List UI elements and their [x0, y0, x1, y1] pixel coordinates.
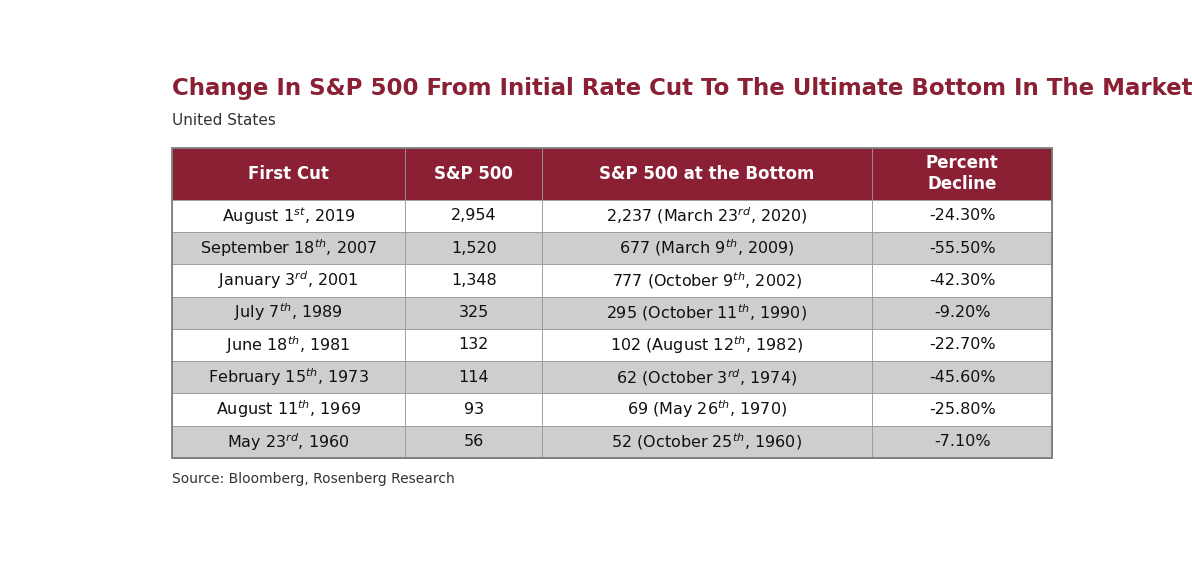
Text: -22.70%: -22.70% [929, 338, 995, 352]
Bar [873, 426, 1053, 458]
Text: 102 (August 12$^{th}$, 1982): 102 (August 12$^{th}$, 1982) [610, 334, 803, 356]
Text: June 18$^{th}$, 1981: June 18$^{th}$, 1981 [226, 334, 352, 356]
Bar [172, 264, 405, 296]
Text: -45.60%: -45.60% [929, 370, 995, 385]
Bar [542, 361, 873, 393]
Bar [405, 148, 542, 200]
Text: 1,520: 1,520 [451, 240, 497, 256]
Text: July 7$^{th}$, 1989: July 7$^{th}$, 1989 [235, 302, 343, 323]
Text: 777 (October 9$^{th}$, 2002): 777 (October 9$^{th}$, 2002) [611, 270, 802, 290]
Bar [873, 296, 1053, 329]
Bar [542, 296, 873, 329]
Bar [172, 232, 405, 264]
Text: 677 (March 9$^{th}$, 2009): 677 (March 9$^{th}$, 2009) [619, 238, 795, 259]
Bar [172, 296, 405, 329]
Text: January 3$^{rd}$, 2001: January 3$^{rd}$, 2001 [218, 269, 359, 291]
Text: September 18$^{th}$, 2007: September 18$^{th}$, 2007 [200, 237, 378, 259]
Bar [542, 200, 873, 232]
Text: 69 (May 26$^{th}$, 1970): 69 (May 26$^{th}$, 1970) [627, 399, 787, 420]
Bar [542, 393, 873, 426]
Bar [405, 296, 542, 329]
Bar [405, 426, 542, 458]
Text: 93: 93 [464, 402, 484, 417]
Bar [873, 393, 1053, 426]
Text: February 15$^{th}$, 1973: February 15$^{th}$, 1973 [209, 366, 370, 388]
Bar [405, 329, 542, 361]
Text: S&P 500 at the Bottom: S&P 500 at the Bottom [600, 165, 814, 183]
Text: -7.10%: -7.10% [933, 434, 991, 449]
Text: 2,237 (March 23$^{rd}$, 2020): 2,237 (March 23$^{rd}$, 2020) [606, 205, 808, 226]
Text: 295 (October 11$^{th}$, 1990): 295 (October 11$^{th}$, 1990) [607, 302, 807, 323]
Bar [873, 148, 1053, 200]
Text: May 23$^{rd}$, 1960: May 23$^{rd}$, 1960 [228, 431, 350, 453]
Bar [873, 361, 1053, 393]
Text: First Cut: First Cut [248, 165, 329, 183]
Text: -9.20%: -9.20% [935, 305, 991, 320]
Text: 52 (October 25$^{th}$, 1960): 52 (October 25$^{th}$, 1960) [611, 432, 802, 452]
Bar [542, 426, 873, 458]
Bar [873, 232, 1053, 264]
Bar [542, 148, 873, 200]
Bar [542, 232, 873, 264]
Text: -55.50%: -55.50% [929, 240, 995, 256]
Text: 325: 325 [459, 305, 489, 320]
Text: -24.30%: -24.30% [929, 208, 995, 223]
Bar [405, 200, 542, 232]
Bar [873, 329, 1053, 361]
Bar [542, 329, 873, 361]
Text: S&P 500: S&P 500 [434, 165, 513, 183]
Bar [405, 361, 542, 393]
Text: Source: Bloomberg, Rosenberg Research: Source: Bloomberg, Rosenberg Research [172, 473, 455, 486]
Text: Percent
Decline: Percent Decline [926, 154, 999, 193]
Text: 56: 56 [464, 434, 484, 449]
Bar [873, 264, 1053, 296]
Bar [172, 148, 405, 200]
Text: United States: United States [172, 113, 277, 128]
Bar [405, 393, 542, 426]
Text: 2,954: 2,954 [451, 208, 496, 223]
Text: August 11$^{th}$, 1969: August 11$^{th}$, 1969 [216, 399, 361, 420]
Text: 132: 132 [459, 338, 489, 352]
Text: -25.80%: -25.80% [929, 402, 995, 417]
Bar [172, 148, 1053, 458]
Bar [172, 393, 405, 426]
Text: August 1$^{st}$, 2019: August 1$^{st}$, 2019 [222, 205, 355, 227]
Bar [172, 426, 405, 458]
Text: 1,348: 1,348 [451, 273, 497, 288]
Bar [542, 264, 873, 296]
Bar [172, 200, 405, 232]
Text: 114: 114 [458, 370, 489, 385]
Bar [172, 361, 405, 393]
Text: 62 (October 3$^{rd}$, 1974): 62 (October 3$^{rd}$, 1974) [616, 367, 797, 387]
Bar [873, 200, 1053, 232]
Bar [405, 232, 542, 264]
Text: Change In S&P 500 From Initial Rate Cut To The Ultimate Bottom In The Market: Change In S&P 500 From Initial Rate Cut … [172, 76, 1192, 100]
Bar [172, 329, 405, 361]
Text: -42.30%: -42.30% [929, 273, 995, 288]
Bar [405, 264, 542, 296]
